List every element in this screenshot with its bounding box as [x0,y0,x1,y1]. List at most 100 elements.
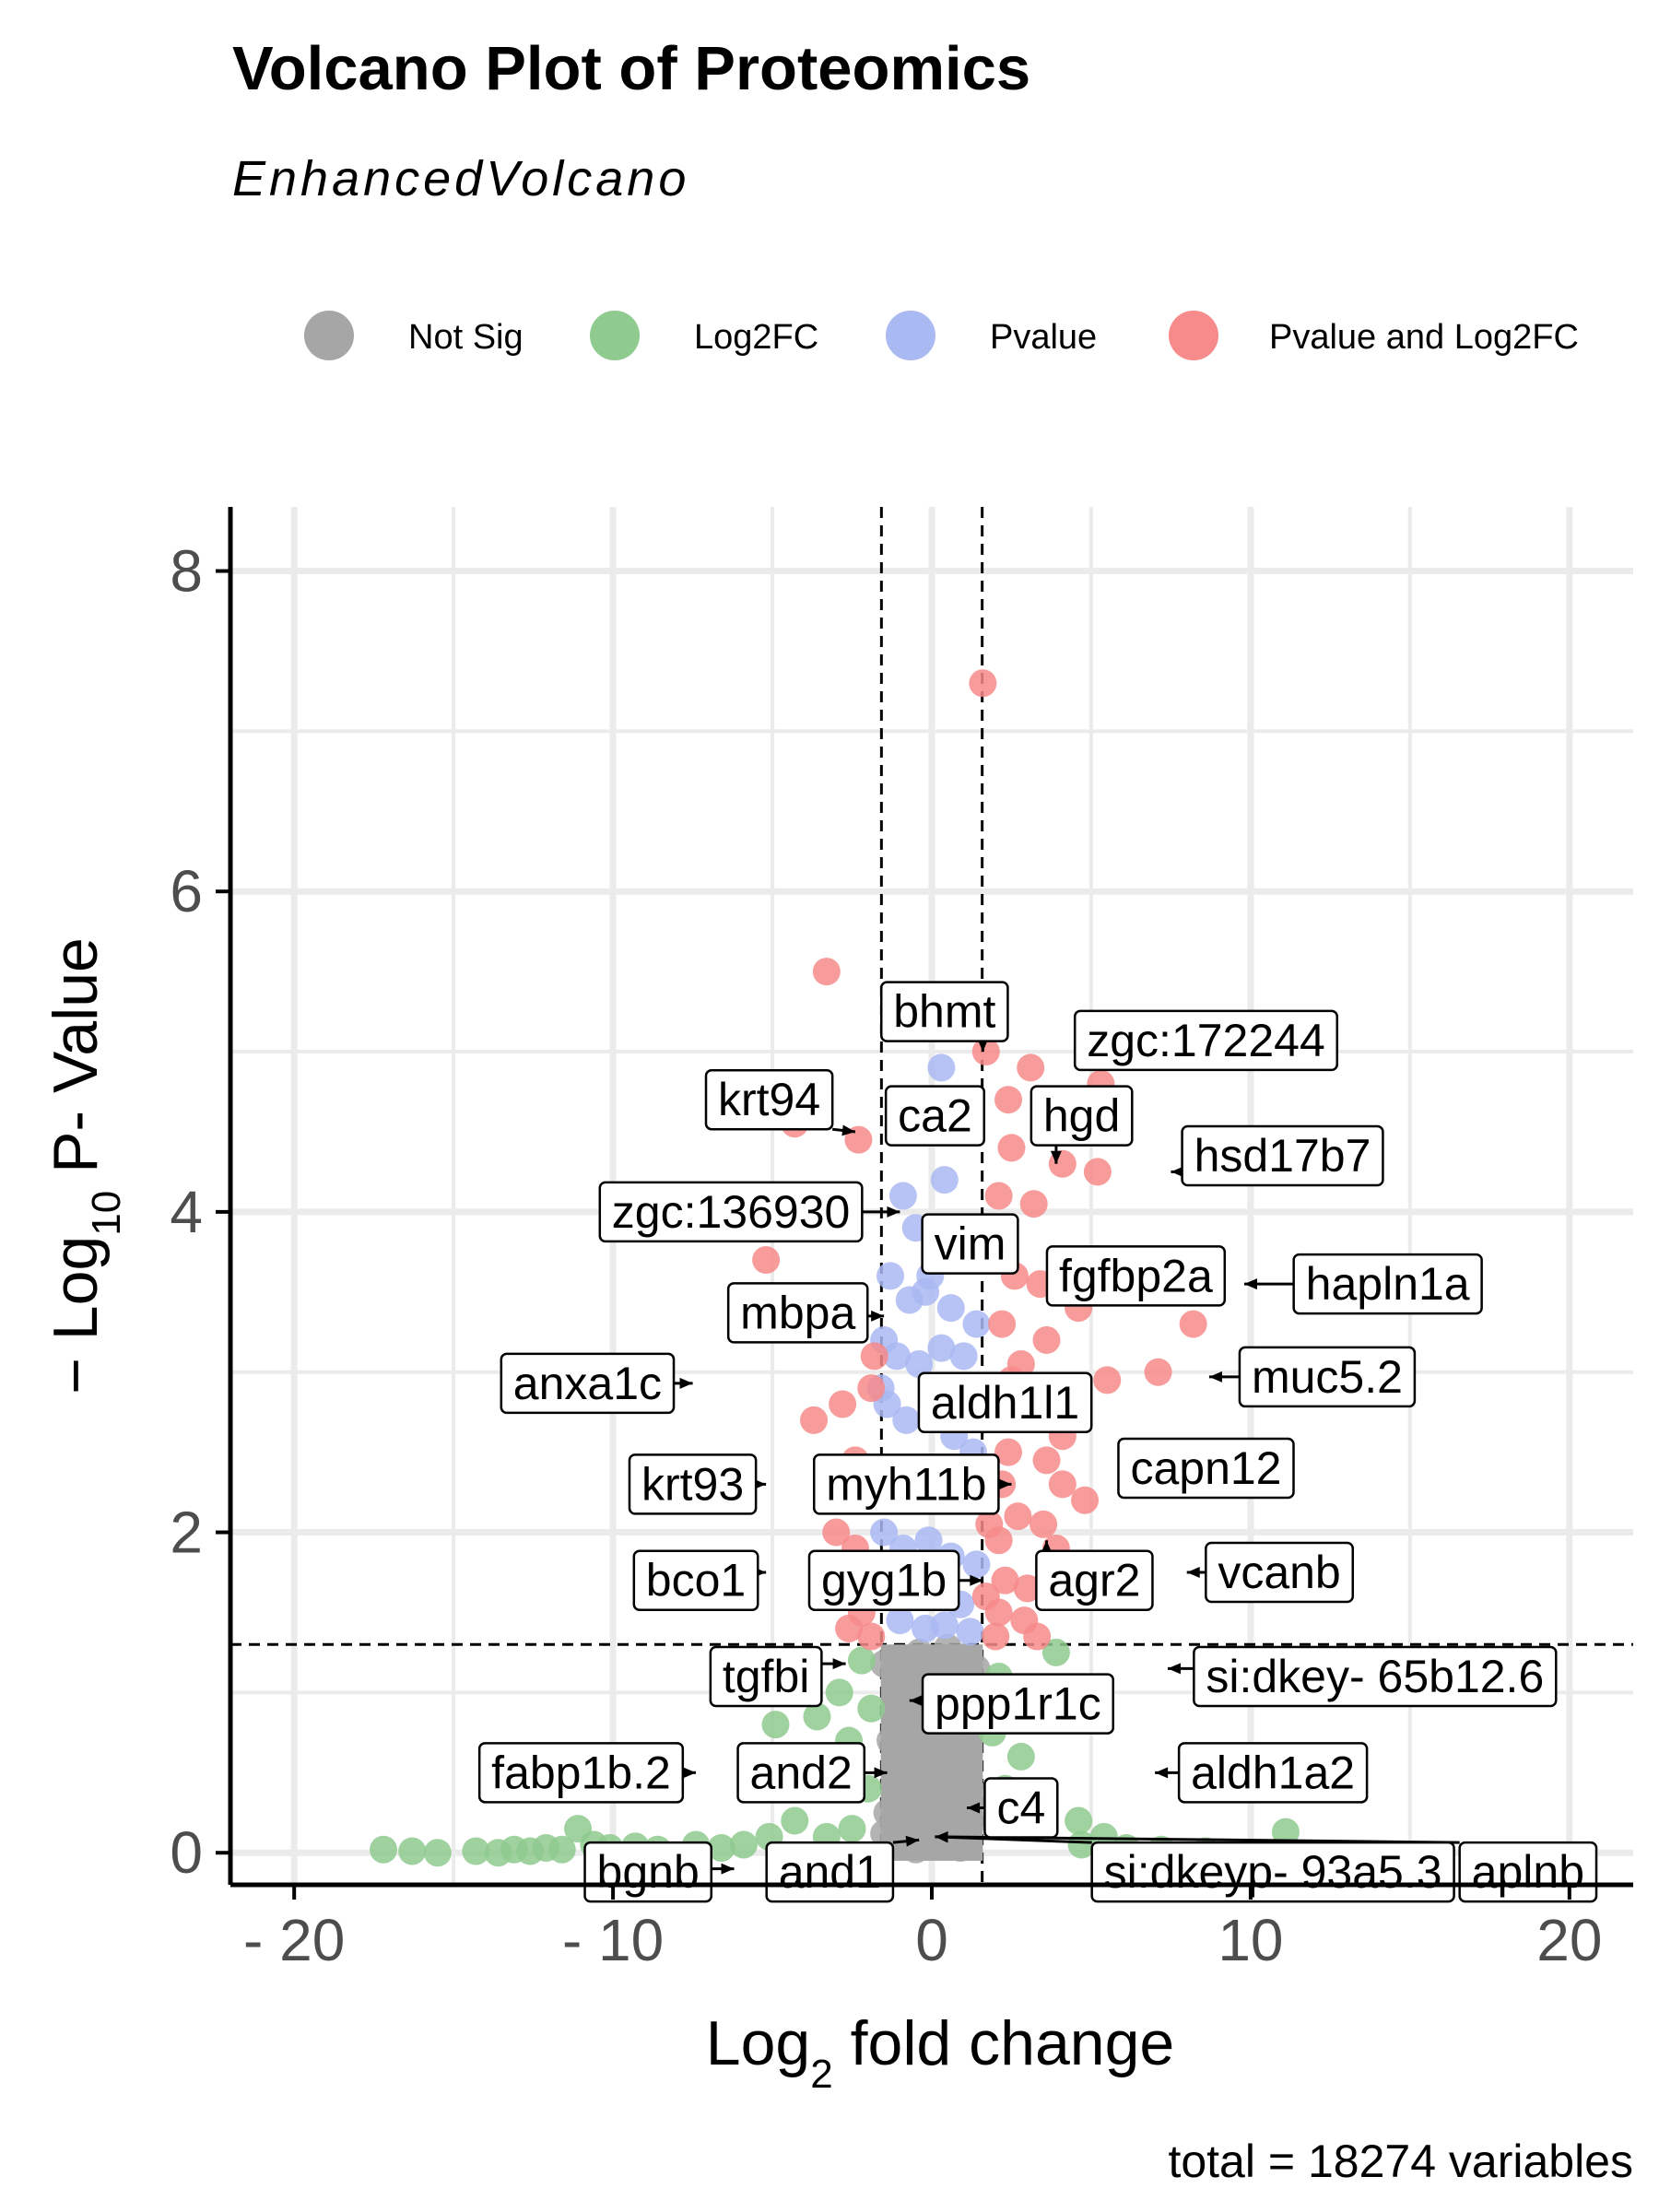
label-text: si:dkey- 65b12.6 [1206,1651,1544,1702]
data-point [994,1086,1023,1114]
data-point [812,958,841,986]
data-point [1004,1502,1032,1531]
y-tick-label: 0 [170,1819,203,1886]
label-arrowhead [905,1835,920,1847]
data-point [829,1390,857,1418]
label-arrowhead [998,1478,1012,1490]
point-label: hsd17b7 [1181,1124,1384,1187]
label-box [628,1453,758,1515]
data-point [870,1819,899,1848]
label-text: capn12 [1130,1442,1281,1494]
label-text: muc5.2 [1252,1351,1403,1403]
label-arrowhead [1186,1567,1200,1579]
data-point [835,1614,864,1642]
point-label: si:dkey- 65b12.6 [1193,1645,1558,1708]
label-arrowhead [683,1767,697,1779]
y-axis-title: − Log10 P- Value [41,937,129,1394]
label-box [1205,1541,1355,1604]
axes: - 20 - 10 0 10 20 0 2 4 6 8 [170,507,1633,1973]
point-label: fgfbp2a [1045,1245,1227,1307]
data-point [800,1406,829,1434]
data-point [1032,1325,1061,1354]
label-box [1117,1437,1295,1500]
chart-subtitle: EnhancedVolcano [232,151,689,206]
data-point [886,1774,914,1803]
label-arrowhead [679,1377,693,1389]
point-label: c4 [983,1777,1059,1839]
label-text: zgc:172244 [1087,1015,1325,1066]
label-box [632,1549,759,1611]
label-box [1177,1742,1369,1804]
point-label: zgc:172244 [1073,1009,1339,1072]
data-point [971,1038,1000,1066]
point-label: krt93 [628,1453,758,1515]
data-point [930,1166,959,1194]
data-point [949,1643,978,1672]
data-point [877,1726,905,1755]
data-point [847,1646,876,1675]
label-text: zgc:136930 [612,1186,851,1238]
label-box [736,1742,866,1804]
data-point [1271,1818,1300,1846]
data-point [882,1342,911,1371]
data-point [994,1438,1023,1466]
label-box [1030,1085,1134,1147]
point-label: and1 [765,1841,895,1903]
point-label: mbpa [726,1282,869,1344]
label-text: fabp1b.2 [491,1747,671,1798]
x-tick-label: - 20 [243,1907,345,1973]
label-box [1035,1549,1154,1611]
data-point [877,1262,905,1290]
point-label: aplnb [1458,1841,1598,1903]
label-box [983,1777,1059,1839]
data-point [1179,1310,1207,1338]
point-label: tgfbi [709,1645,823,1708]
y-tick-label: 6 [170,858,203,924]
label-arrowhead [1171,1166,1184,1178]
data-point [969,669,997,698]
x-tick-label: - 10 [562,1907,664,1973]
label-text: krt93 [641,1458,744,1510]
point-label: si:dkeyp- 93a5.3 [1090,1841,1455,1903]
x-tick-label: 20 [1536,1907,1602,1973]
data-point [370,1835,398,1864]
label-box [1045,1245,1227,1307]
legend-label-p: Pvalue [990,318,1097,357]
label-text: bco1 [646,1555,746,1606]
data-point [905,1350,934,1379]
data-point [949,1342,978,1371]
label-text: hsd17b7 [1194,1130,1371,1182]
point-label: krt94 [704,1068,834,1131]
point-label: vcanb [1205,1541,1355,1604]
point-label: hapln1a [1292,1253,1483,1315]
point-label: and2 [736,1742,866,1804]
data-point [752,1246,781,1275]
point-label: aldh1a2 [1177,1742,1369,1804]
label-text: hgd [1043,1090,1120,1142]
legend-label-fc: Log2FC [694,318,818,357]
legend-marker-both [1169,311,1218,360]
data-point [1017,1053,1045,1082]
label-text: bhmt [893,986,995,1038]
label-box [884,1085,986,1147]
label-text: and1 [779,1846,881,1898]
data-point [962,1310,991,1338]
data-point [729,1830,758,1859]
point-label: ppp1r1c [921,1673,1114,1735]
label-arrowhead [1167,1663,1181,1675]
y-tick-label: 8 [170,538,203,605]
label-box [812,1453,1000,1515]
data-point [947,1834,975,1863]
label-text: myh11b [826,1458,986,1510]
point-label: capn12 [1117,1437,1295,1500]
data-point [982,1622,1010,1651]
label-arrowhead [967,1802,981,1814]
data-point [838,1815,866,1843]
data-point [936,1294,965,1323]
data-point [870,1650,899,1678]
data-point [971,1583,1000,1611]
point-label: bhmt [880,981,1009,1042]
data-point [462,1837,490,1865]
data-point [984,1182,1013,1210]
point-label: gyg1b [807,1549,960,1611]
